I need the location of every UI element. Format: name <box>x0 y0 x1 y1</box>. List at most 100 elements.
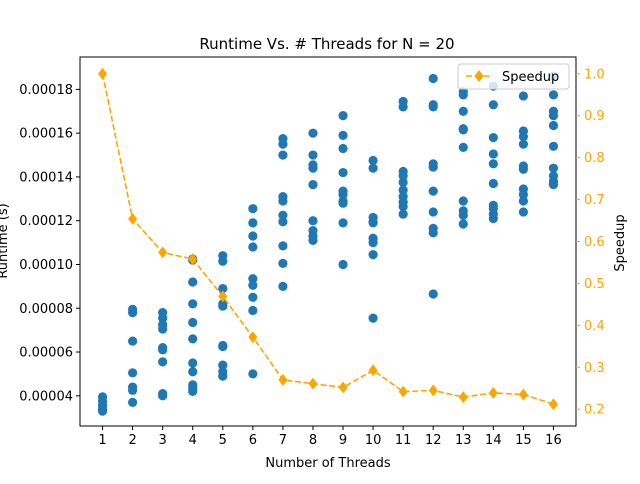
runtime-point <box>488 100 498 110</box>
runtime-point <box>308 150 318 160</box>
runtime-point <box>458 210 468 220</box>
runtime-point <box>278 258 288 268</box>
runtime-point <box>338 167 348 178</box>
x-tick-label: 2 <box>128 433 136 448</box>
runtime-point <box>428 102 438 112</box>
y2-tick-label: 0.3 <box>584 361 605 376</box>
speedup-point <box>128 212 138 225</box>
runtime-point <box>308 235 318 246</box>
runtime-point <box>518 91 528 101</box>
runtime-point <box>548 179 559 190</box>
runtime-point <box>458 90 468 100</box>
runtime-point <box>188 367 198 377</box>
runtime-point <box>218 256 228 266</box>
runtime-point <box>308 179 318 190</box>
runtime-point <box>488 132 498 143</box>
runtime-point <box>548 163 559 173</box>
speedup-point <box>458 391 468 404</box>
y-axis-right: 0.2 0.3 0.4 0.5 0.6 0.7 0.8 0.9 1.0 <box>576 67 605 418</box>
runtime-point <box>188 317 198 328</box>
runtime-point <box>128 385 138 395</box>
x-axis-title: Number of Threads <box>265 456 390 471</box>
runtime-point <box>488 178 498 189</box>
y2-tick-label: 0.6 <box>584 235 605 250</box>
y-tick-label: 0.00014 <box>19 170 73 185</box>
x-tick-label: 12 <box>425 433 442 448</box>
x-tick-label: 4 <box>189 433 197 448</box>
x-tick-label: 6 <box>249 433 257 448</box>
chart-title: Runtime Vs. # Threads for N = 20 <box>199 35 454 53</box>
speedup-point <box>428 384 438 397</box>
runtime-point <box>338 218 348 228</box>
runtime-point <box>128 368 138 378</box>
x-tick-label: 9 <box>339 433 347 448</box>
runtime-point <box>248 305 258 316</box>
y2-tick-label: 0.5 <box>584 277 605 292</box>
runtime-point <box>368 237 378 248</box>
runtime-point <box>368 218 378 228</box>
runtime-point <box>518 196 528 206</box>
runtime-point <box>428 186 438 196</box>
speedup-point <box>248 331 258 344</box>
runtime-point <box>338 130 348 140</box>
runtime-point <box>188 358 198 368</box>
legend-box <box>457 63 570 90</box>
speedup-point <box>188 253 198 266</box>
runtime-point <box>458 219 468 229</box>
x-tick-label: 5 <box>219 433 227 448</box>
runtime-point <box>338 198 348 208</box>
y-tick-label: 0.00010 <box>19 258 73 273</box>
runtime-point <box>488 159 498 169</box>
runtime-point <box>158 391 168 401</box>
y2-tick-label: 0.7 <box>584 193 605 208</box>
runtime-point <box>518 131 528 142</box>
x-tick-label: 3 <box>159 433 167 448</box>
speedup-line <box>101 73 554 405</box>
y2-tick-label: 0.4 <box>584 319 605 334</box>
runtime-point <box>398 102 408 112</box>
runtime-point <box>248 274 258 284</box>
x-tick-label: 15 <box>515 433 532 448</box>
runtime-point <box>218 283 228 294</box>
runtime-point <box>548 111 559 121</box>
x-tick-label: 13 <box>455 433 472 448</box>
x-tick-label: 7 <box>279 433 287 448</box>
runtime-point <box>428 228 438 238</box>
speedup-point <box>338 381 348 394</box>
runtime-point <box>308 163 318 173</box>
runtime-point <box>368 163 378 173</box>
runtime-point <box>218 371 228 381</box>
speedup-point <box>518 388 528 401</box>
y2-tick-label: 0.9 <box>584 109 605 124</box>
x-axis: 1 2 3 4 5 6 7 8 9 10 11 12 13 14 15 16 <box>98 426 562 448</box>
runtime-point <box>518 207 528 217</box>
speedup-point <box>398 385 408 398</box>
runtime-point <box>158 357 168 367</box>
runtime-point <box>428 289 438 299</box>
runtime-point <box>338 111 348 121</box>
runtime-point <box>398 201 408 212</box>
runtime-point <box>278 150 288 160</box>
runtime-point <box>278 217 288 227</box>
speedup-point <box>488 386 498 399</box>
speedup-point <box>278 373 288 386</box>
y2-tick-label: 0.2 <box>584 403 605 418</box>
y-tick-label: 0.00006 <box>19 346 73 361</box>
y2-tick-label: 0.8 <box>584 151 605 166</box>
y-axis-title: Runtime (s) <box>0 203 11 278</box>
runtime-point <box>278 241 288 251</box>
y-tick-label: 0.00008 <box>19 302 73 317</box>
runtime-point <box>338 259 348 270</box>
y-tick-label: 0.00004 <box>19 389 73 404</box>
speedup-point <box>308 377 318 390</box>
runtime-point <box>248 280 258 290</box>
runtime-point <box>548 120 559 131</box>
legend: Speedup <box>457 63 570 90</box>
runtime-point <box>278 139 288 149</box>
runtime-point <box>248 292 258 302</box>
runtime-point <box>308 216 318 226</box>
runtime-point <box>248 204 258 214</box>
x-tick-label: 16 <box>545 433 562 448</box>
